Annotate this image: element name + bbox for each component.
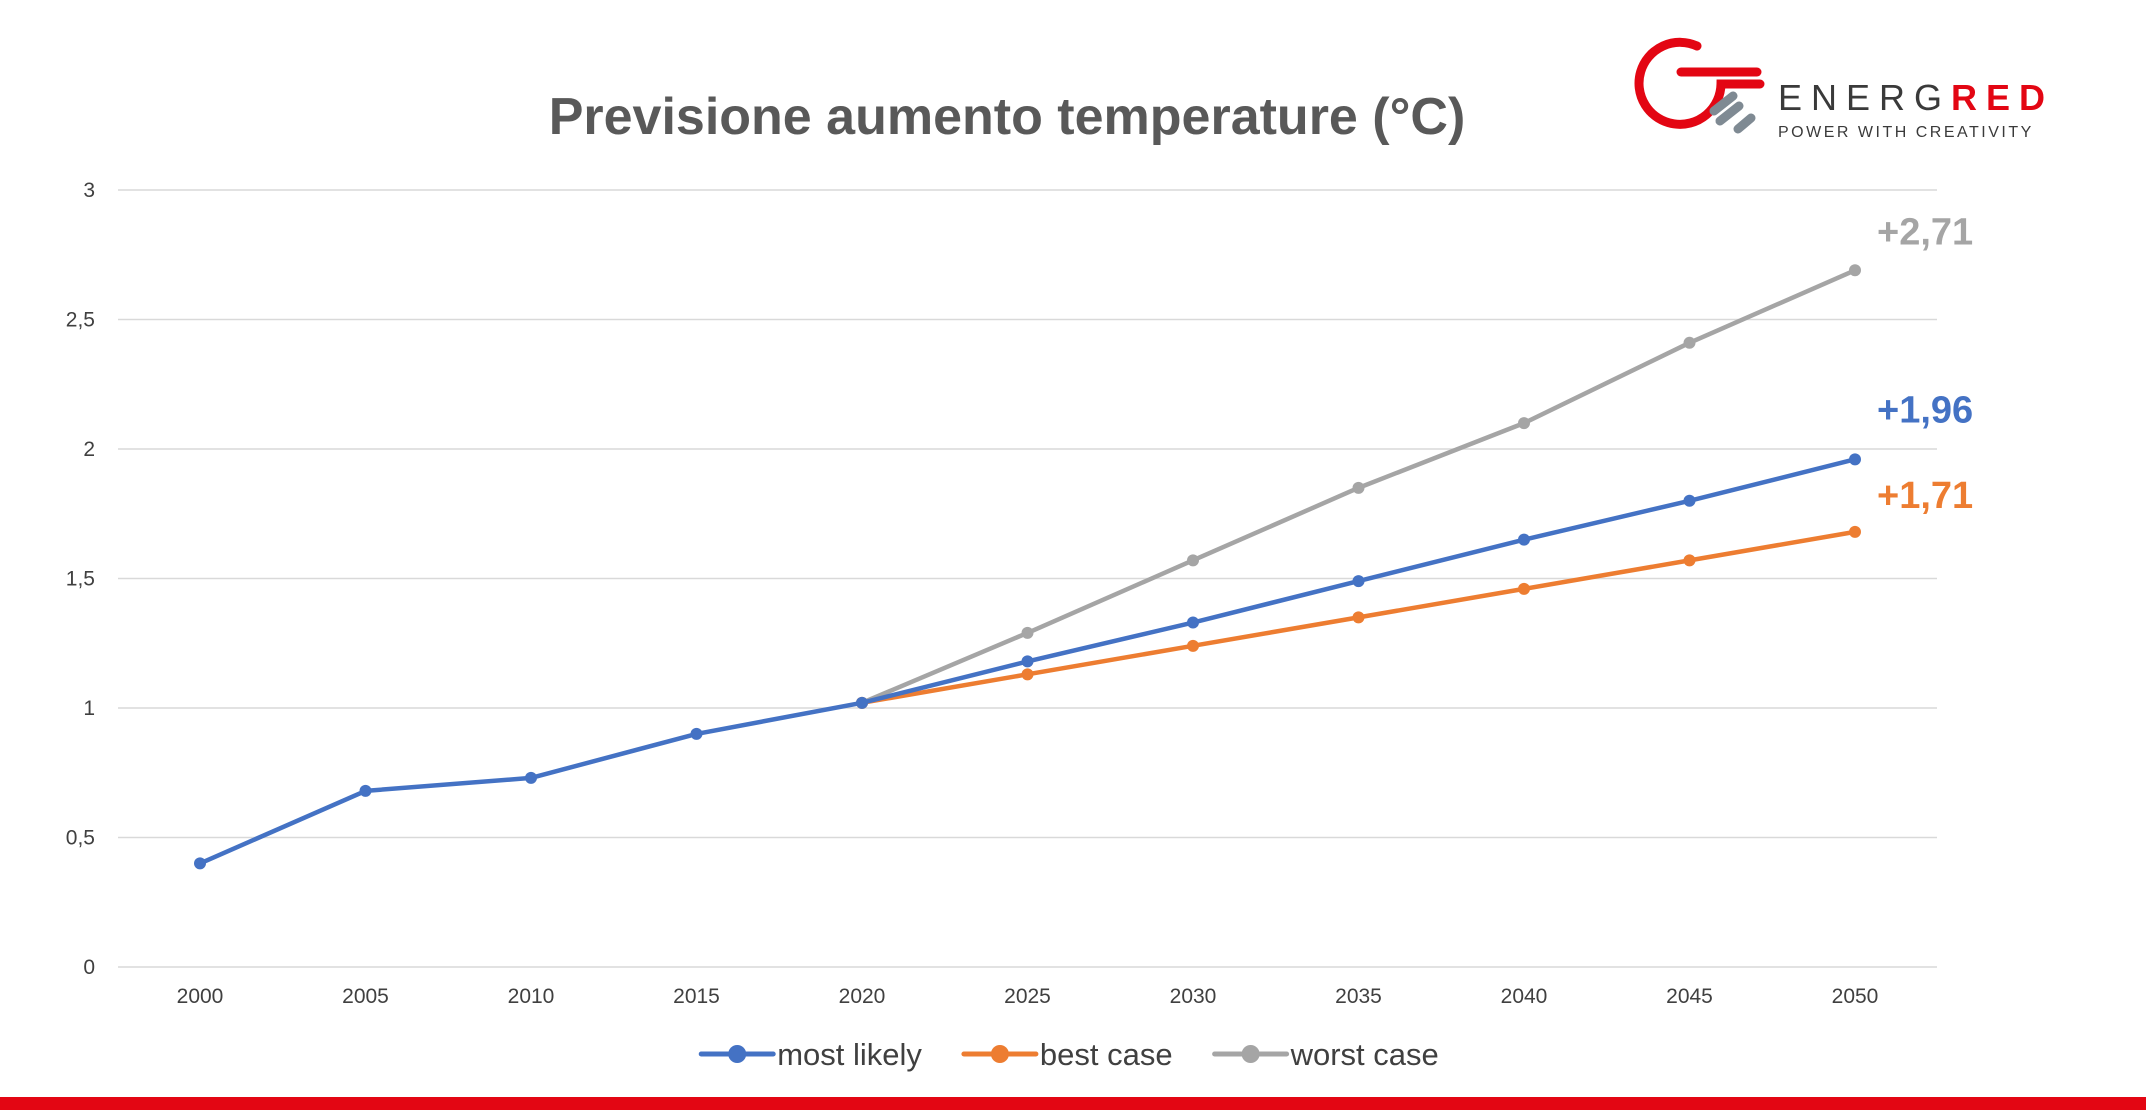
legend-marker [1241, 1045, 1260, 1063]
chart-series [194, 264, 1861, 870]
series-best-case [856, 525, 1861, 709]
end-value-label: +2,71 [1877, 211, 1973, 253]
data-point [1683, 494, 1696, 507]
y-tick-label: 1,5 [66, 568, 95, 591]
logo-coil-icon [1715, 101, 1744, 126]
logo-brand-name: ENERGRED [1778, 77, 2054, 118]
logo-coil-icon [1733, 113, 1756, 134]
y-tick-label: 3 [83, 179, 95, 202]
x-tick-label: 2020 [839, 985, 886, 1008]
legend-item: worst case [1212, 1037, 1439, 1072]
data-point [1849, 525, 1861, 538]
legend: most likely best case worst case [698, 1037, 1439, 1072]
end-labels: +2,71 +1,71 +1,96 [1877, 211, 1973, 517]
y-axis: 0 0,5 1 1,5 2 2,5 3 [66, 179, 95, 979]
y-tick-label: 2,5 [66, 309, 95, 332]
legend-item: best case [961, 1037, 1173, 1072]
x-tick-label: 2000 [177, 985, 224, 1008]
data-point [856, 696, 868, 709]
data-point [1187, 639, 1199, 652]
legend-label: best case [1040, 1037, 1173, 1072]
legend-marker [990, 1045, 1009, 1063]
data-point [1187, 616, 1199, 629]
data-point [1352, 575, 1365, 588]
data-point [1849, 264, 1861, 277]
logo-brand-part2: RED [1951, 77, 2054, 118]
x-tick-label: 2025 [1004, 985, 1051, 1008]
data-point [525, 771, 537, 784]
data-point [1021, 655, 1034, 668]
x-tick-label: 2035 [1335, 985, 1382, 1008]
data-point [1849, 453, 1861, 466]
y-tick-label: 0,5 [66, 827, 95, 850]
legend-marker [728, 1045, 747, 1063]
energred-logo: ENERGRED POWER WITH CREATIVITY [1634, 37, 2054, 141]
legend-label: worst case [1290, 1037, 1439, 1072]
x-tick-label: 2030 [1170, 985, 1217, 1008]
end-value-label: +1,96 [1877, 389, 1973, 431]
data-point [1683, 554, 1696, 567]
logo-coil-icon [1709, 91, 1738, 116]
data-point [194, 857, 206, 870]
y-tick-label: 0 [83, 956, 95, 979]
data-point [1021, 668, 1034, 681]
x-tick-label: 2010 [508, 985, 555, 1008]
footer-bar [0, 1097, 2146, 1110]
data-point [1021, 626, 1034, 639]
x-axis: 2000 2005 2010 2015 2020 2025 2030 2035 2040 2045… [177, 985, 1879, 1008]
legend-label: most likely [777, 1037, 922, 1072]
x-tick-label: 2050 [1832, 985, 1879, 1008]
logo-brand-part1: ENERG [1778, 77, 1951, 118]
data-point [359, 784, 372, 797]
end-value-label: +1,71 [1877, 475, 1973, 517]
y-tick-label: 2 [83, 438, 95, 461]
series-most-likely [194, 453, 1861, 870]
data-point [1352, 611, 1365, 624]
x-tick-label: 2045 [1666, 985, 1713, 1008]
y-tick-label: 1 [83, 697, 95, 720]
legend-item: most likely [698, 1037, 922, 1072]
series-worst-case [856, 264, 1861, 709]
x-tick-label: 2015 [673, 985, 720, 1008]
chart-title: Previsione aumento temperature (°C) [549, 88, 1466, 146]
x-tick-label: 2005 [342, 985, 389, 1008]
data-point [1683, 336, 1696, 349]
logo-e-icon [1634, 37, 1765, 134]
x-tick-label: 2040 [1501, 985, 1548, 1008]
logo-e-arc-icon [1634, 37, 1765, 129]
data-point [1352, 481, 1365, 494]
data-point [1518, 582, 1530, 595]
chart-grid [118, 189, 1937, 968]
data-point [690, 727, 703, 740]
data-point [1518, 533, 1530, 546]
logo-tagline: POWER WITH CREATIVITY [1778, 124, 2034, 141]
data-point [1518, 417, 1530, 430]
data-point [1187, 554, 1199, 567]
